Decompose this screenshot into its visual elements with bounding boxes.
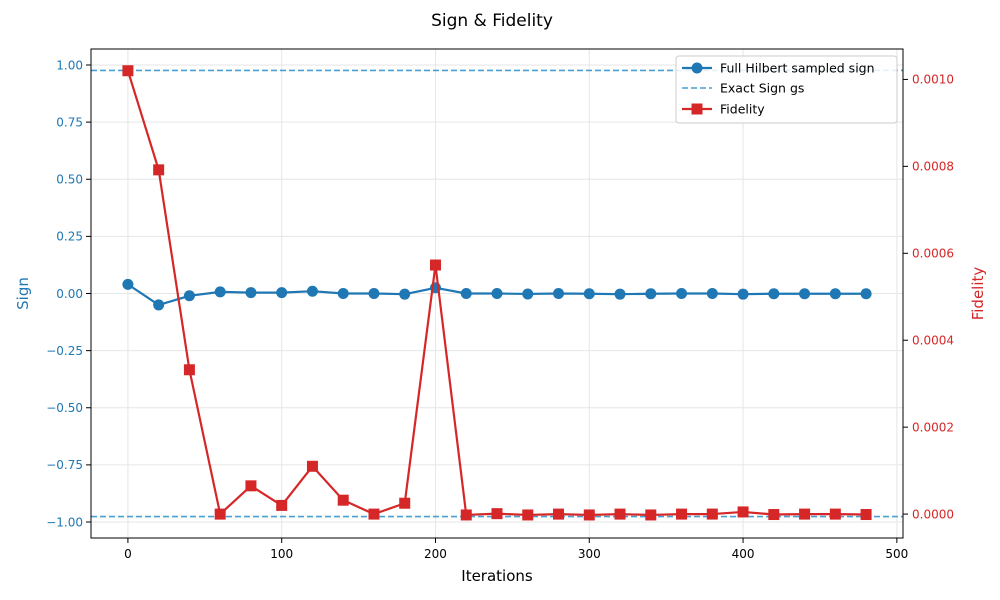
fidelity-point: [829, 508, 841, 520]
fidelity-point: [337, 494, 349, 506]
fidelity-point: [614, 508, 626, 520]
sign-point: [368, 288, 380, 299]
sign-point: [306, 285, 318, 297]
sign-point: [183, 290, 195, 302]
legend-label-fidelity: Fidelity: [720, 102, 765, 117]
sign-point: [214, 286, 226, 298]
sign-point: [245, 287, 257, 299]
fidelity-point: [706, 508, 718, 520]
series-fidelity: [122, 65, 872, 521]
sign-point: [399, 288, 411, 300]
x-axis-title: Iterations: [461, 567, 533, 585]
sign-point: [337, 288, 349, 299]
x-tick-label: 0: [124, 547, 132, 561]
y-right-tick-label: 0.0008: [912, 160, 954, 174]
y-right-tick-label: 0.0002: [912, 420, 954, 434]
sign-point: [491, 288, 503, 299]
y-right-tick-label: 0.0004: [912, 334, 954, 348]
fidelity-point: [491, 508, 503, 520]
sign-point: [768, 288, 780, 300]
y-right-tick-label: 0.0006: [912, 247, 954, 261]
fidelity-point: [368, 508, 380, 520]
sign-point: [645, 288, 657, 300]
sign-point: [153, 299, 165, 311]
fidelity-point: [245, 480, 257, 492]
sign-point: [522, 288, 534, 300]
sign-point: [829, 288, 841, 300]
sign-point: [122, 278, 134, 290]
legend-marker-fidelity: [691, 103, 703, 115]
sign-point: [553, 288, 565, 299]
fidelity-point: [768, 509, 780, 521]
fidelity-point: [522, 509, 534, 521]
fidelity-point: [399, 497, 411, 509]
x-tick-label: 100: [270, 547, 293, 561]
y-left-axis-title: Sign: [14, 277, 32, 310]
fidelity-point: [676, 508, 688, 520]
legend-box: [675, 55, 898, 124]
fidelity-point: [153, 164, 165, 176]
fidelity-point: [460, 509, 472, 521]
y-left-tick-label: 0.50: [56, 173, 83, 187]
y-right-axis-title: Fidelity: [969, 267, 987, 321]
y-left-tick-label: −0.50: [46, 401, 83, 415]
sign-point: [276, 287, 288, 299]
sign-point: [799, 288, 811, 300]
fidelity-point: [306, 460, 318, 472]
fidelity-point: [799, 508, 811, 520]
y-left-tick-label: 0.25: [56, 230, 83, 244]
legend-marker-sign: [691, 62, 703, 74]
y-left-tick-label: 1.00: [56, 58, 83, 72]
sign-point: [676, 288, 688, 299]
y-left-tick-label: −0.25: [46, 344, 83, 358]
x-tick-label: 500: [885, 547, 908, 561]
x-tick-label: 300: [578, 547, 601, 561]
sign-point: [583, 288, 595, 300]
y-left-tick-label: 0.75: [56, 115, 83, 129]
y-left-tick-label: 0.00: [56, 287, 83, 301]
legend-label-sign: Full Hilbert sampled sign: [720, 61, 875, 76]
fidelity-point: [583, 509, 595, 521]
y-left-tick-label: −0.75: [46, 458, 83, 472]
fidelity-point: [183, 364, 195, 376]
y-right-tick-label: 0.0010: [912, 73, 954, 87]
chart-title: Sign & Fidelity: [431, 11, 553, 31]
sign-point: [706, 288, 718, 299]
fidelity-point: [737, 506, 749, 518]
x-tick-label: 400: [732, 547, 755, 561]
x-tick-label: 200: [424, 547, 447, 561]
fidelity-point: [553, 508, 565, 520]
legend: Full Hilbert sampled sign Exact Sign gs …: [675, 55, 898, 124]
fidelity-point: [645, 509, 657, 521]
axes: 0 100 200 300 400 500 1.00 0.75 0.50 0.25 0.00 −0.2…: [46, 58, 954, 561]
fidelity-point: [860, 509, 872, 521]
y-left-tick-label: −1.00: [46, 515, 83, 529]
sign-point: [614, 288, 626, 300]
fidelity-point: [214, 508, 226, 520]
legend-label-exact: Exact Sign gs: [720, 81, 804, 96]
sign-point: [460, 288, 472, 299]
fidelity-point: [276, 499, 288, 511]
y-right-tick-label: 0.0000: [912, 507, 954, 521]
sign-point: [737, 288, 749, 300]
sign-point: [860, 288, 872, 300]
fidelity-point: [122, 65, 134, 77]
fidelity-point: [429, 259, 441, 271]
